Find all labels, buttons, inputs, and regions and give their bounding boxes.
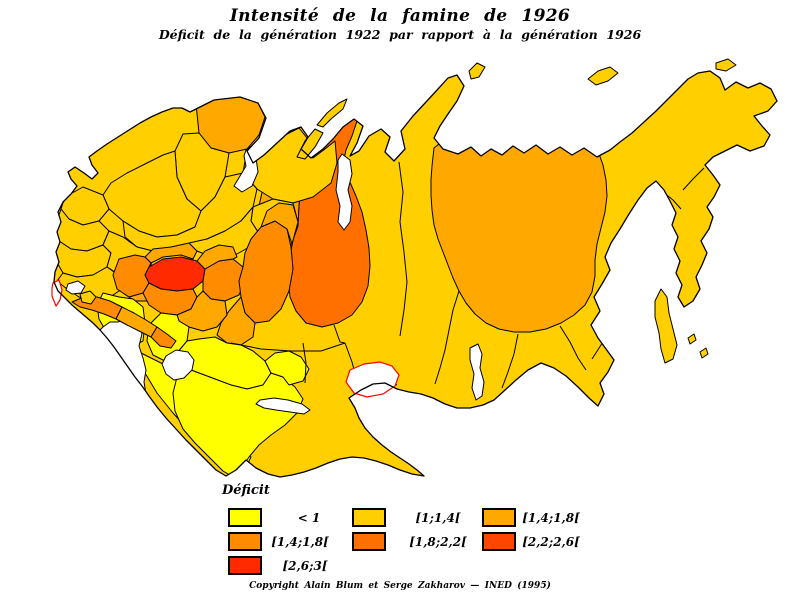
page-subtitle: Déficit de la génération 1922 par rappor… xyxy=(158,27,642,42)
legend-swatch-0 xyxy=(228,508,262,527)
region-border-5 xyxy=(302,342,307,384)
water-body-4 xyxy=(255,397,311,415)
legend-swatch-6 xyxy=(228,556,262,575)
region-border-0 xyxy=(398,161,408,337)
legend-swatch-5 xyxy=(482,532,516,551)
legend-swatch-1 xyxy=(352,508,386,527)
non-ussr-region-0 xyxy=(345,361,400,398)
legend-swatch-3 xyxy=(228,532,262,551)
water-body-5 xyxy=(469,343,485,401)
region-border-7 xyxy=(333,324,346,344)
region-border-2 xyxy=(559,325,587,371)
legend-label-0: < 1 xyxy=(297,511,321,525)
island-region-7 xyxy=(587,66,619,86)
water-body-6 xyxy=(65,280,86,295)
map-region-30 xyxy=(172,366,304,477)
legend-label-5: [2,2;2,6[ xyxy=(522,535,580,549)
map-land-group xyxy=(54,71,777,477)
region-border-6 xyxy=(230,342,346,352)
legend-swatch-4 xyxy=(352,532,386,551)
region-border-9 xyxy=(682,167,705,191)
legend-label-4: [1,8;2,2[ xyxy=(409,535,467,549)
water-body-3 xyxy=(161,349,195,381)
island-region-11 xyxy=(699,347,709,359)
coastline xyxy=(53,70,778,478)
water-body-1 xyxy=(335,153,353,231)
map-region-23 xyxy=(260,202,299,245)
map-region-13 xyxy=(144,242,198,264)
page-title: Intensité de la famine de 1926 xyxy=(229,6,571,26)
copyright-line: Copyright Alain Blum et Serge Zakharov —… xyxy=(249,581,551,591)
legend-label-1: [1;1,4[ xyxy=(415,511,461,525)
region-border-11 xyxy=(434,290,460,385)
map-region-18 xyxy=(144,256,206,292)
island-region-6 xyxy=(468,62,486,80)
island-region-8 xyxy=(715,58,737,72)
legend-title: Déficit xyxy=(222,483,270,498)
island-region-3 xyxy=(79,290,97,305)
non-ussr-region-1 xyxy=(51,279,63,307)
island-region-5 xyxy=(316,98,348,128)
legend-label-6: [2,6;3[ xyxy=(282,559,328,573)
legend-label-2: [1,4;1,8[ xyxy=(522,511,580,525)
map-region-31 xyxy=(264,350,310,386)
legend-label-3: [1,4;1,8[ xyxy=(271,535,329,549)
island-region-10 xyxy=(687,333,697,345)
water-body-2 xyxy=(90,317,147,415)
legend-swatch-2 xyxy=(482,508,516,527)
island-region-2 xyxy=(150,326,177,349)
map-region-21 xyxy=(196,244,238,270)
region-border-1 xyxy=(501,333,519,389)
island-region-9 xyxy=(654,288,678,364)
